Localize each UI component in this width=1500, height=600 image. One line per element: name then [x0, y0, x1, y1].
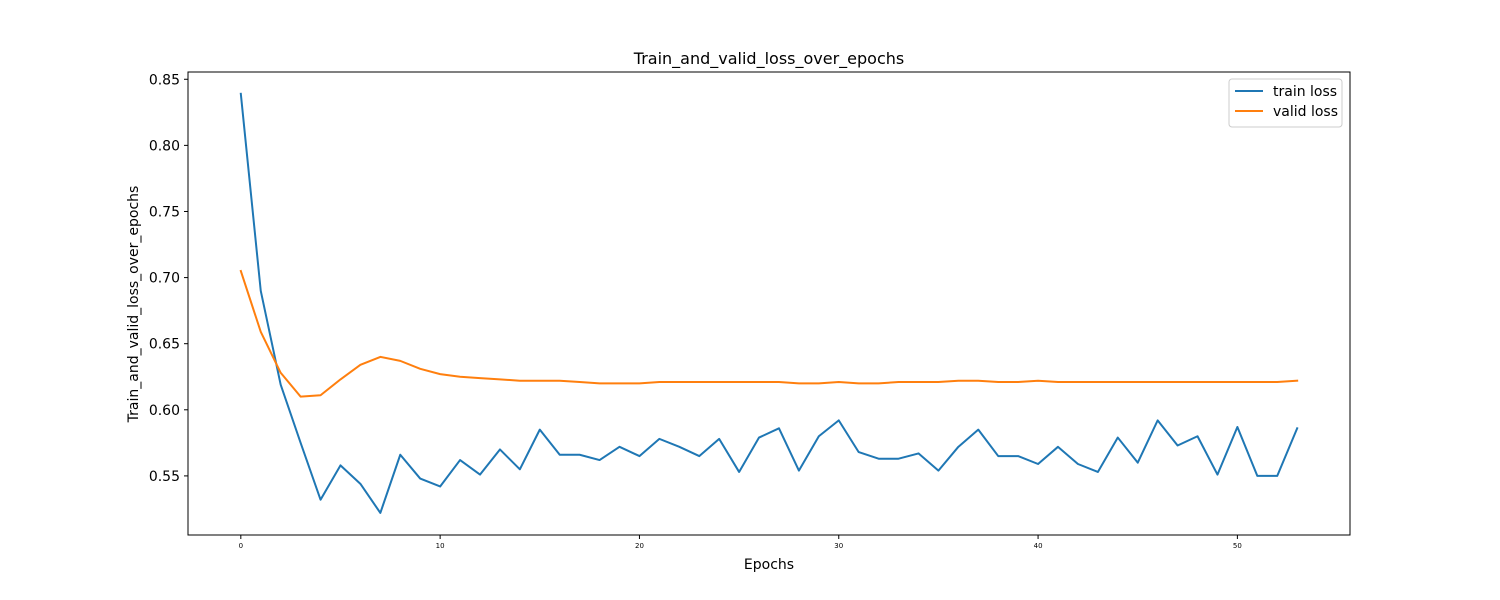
x-axis-ticks: 0 10 20 30 40 50: [239, 535, 1242, 550]
legend-label-valid-loss: valid loss: [1273, 104, 1338, 120]
x-tick-label: 30: [834, 542, 843, 550]
legend: train loss valid loss: [1228, 78, 1343, 128]
y-axis-ticks: 0.55 0.60 0.65 0.70 0.75 0.80 0.85: [149, 72, 188, 485]
x-axis-title: Epochs: [744, 557, 794, 573]
x-tick-label: 20: [635, 542, 644, 550]
chart-title: Train_and_valid_loss_over_epochs: [633, 49, 904, 69]
y-tick-label: 0.65: [149, 337, 180, 353]
series-layer: [239, 92, 1299, 514]
legend-label-train-loss: train loss: [1273, 84, 1337, 100]
y-tick-label: 0.75: [149, 204, 180, 220]
y-tick-label: 0.85: [149, 72, 180, 88]
x-tick-label: 40: [1034, 542, 1043, 550]
series-line-train-loss: [239, 92, 1299, 514]
y-tick-label: 0.80: [149, 138, 180, 154]
x-tick-label: 0: [239, 542, 243, 550]
axes-frame: [187, 71, 1351, 536]
y-tick-label: 0.55: [149, 469, 180, 485]
y-tick-label: 0.60: [149, 403, 180, 419]
y-tick-label: 0.70: [149, 271, 180, 287]
series-line-valid-loss: [239, 269, 1299, 398]
x-tick-label: 50: [1233, 542, 1242, 550]
x-tick-label: 10: [436, 542, 445, 550]
y-axis-title: Train_and_valid_loss_over_epochs: [126, 186, 142, 424]
